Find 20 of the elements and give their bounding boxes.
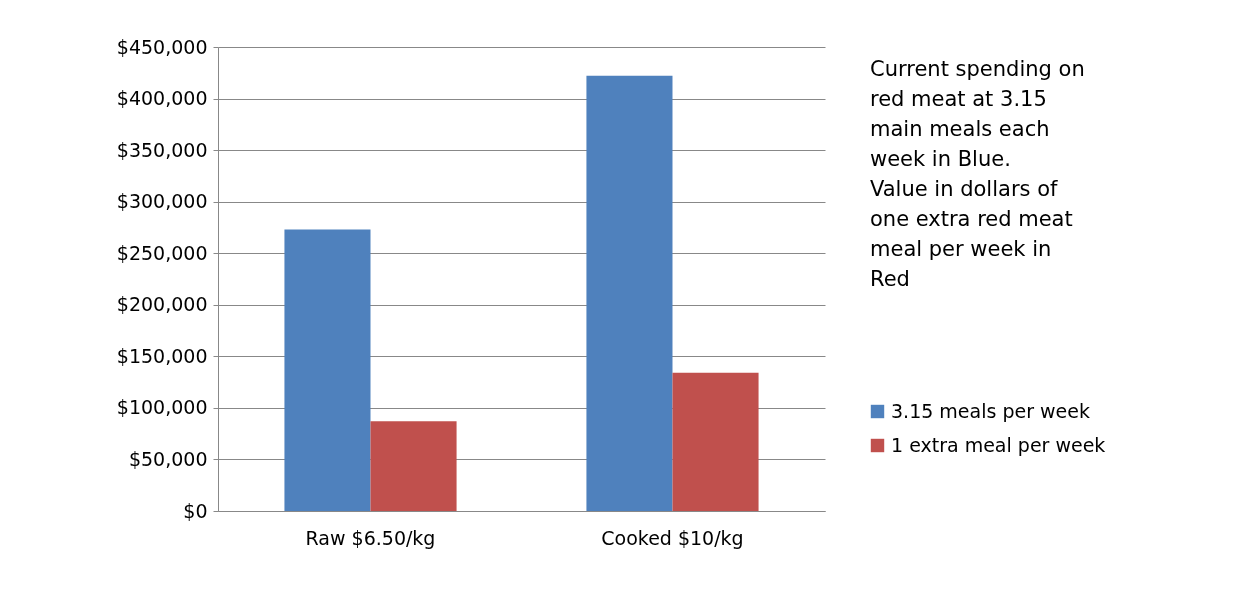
y-tick-label: $150,000 bbox=[116, 344, 208, 367]
bar bbox=[370, 421, 457, 511]
x-tick-label: Raw $6.50/kg bbox=[305, 526, 436, 549]
text: Value in dollars of one extra red meat meal per week in Red bbox=[870, 177, 1073, 291]
y-tick-label: $200,000 bbox=[116, 293, 208, 316]
legend-label: 3.15 meals per week bbox=[891, 399, 1090, 422]
y-tick-label: $400,000 bbox=[116, 87, 208, 110]
bar bbox=[586, 75, 673, 511]
y-tick-label: $50,000 bbox=[128, 447, 208, 470]
y-tick-label: $450,000 bbox=[116, 35, 208, 58]
y-tick-label: $300,000 bbox=[116, 190, 208, 213]
y-tick-label: $0 bbox=[183, 499, 208, 522]
y-tick-label: $100,000 bbox=[116, 396, 208, 419]
y-tick-label: $250,000 bbox=[116, 241, 208, 264]
legend-label: 1 extra meal per week bbox=[891, 433, 1106, 456]
x-tick-label: Cooked $10/kg bbox=[601, 526, 744, 549]
y-tick-label: $350,000 bbox=[116, 138, 208, 161]
bar bbox=[284, 229, 371, 511]
text: Current spending on red meat at 3.15 main meals each week in Blue. bbox=[870, 57, 1085, 171]
bar bbox=[672, 372, 759, 511]
